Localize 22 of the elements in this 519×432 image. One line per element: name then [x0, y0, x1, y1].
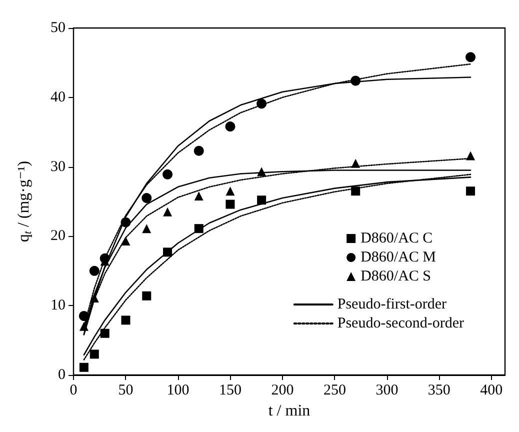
x-tick-label: 50 — [118, 382, 134, 398]
legend-label: D860/AC M — [360, 250, 436, 266]
x-tick-label: 200 — [271, 382, 294, 398]
legend-label: D860/AC S — [360, 268, 432, 284]
y-tick-label: 30 — [50, 158, 66, 175]
x-tick-label: 250 — [323, 382, 346, 398]
y-axis-title: qt / (mg·g⁻¹) — [16, 160, 34, 242]
y-tick-label: 10 — [50, 298, 66, 314]
y-tick-label: 50 — [50, 20, 66, 36]
legend-label: D860/AC C — [360, 230, 433, 246]
y-tick-label: 20 — [50, 228, 66, 244]
x-tick-label: 150 — [218, 382, 242, 398]
y-tick-label: 40 — [50, 89, 66, 106]
y-tick-label: 0 — [58, 367, 66, 383]
x-tick-label: 300 — [376, 382, 398, 398]
x-tick-label: 100 — [166, 382, 190, 398]
x-axis-title: t / min — [268, 402, 310, 420]
legend-label: Pseudo-first-order — [337, 296, 447, 312]
x-tick-label: 0 — [70, 382, 78, 398]
x-tick-label: 350 — [428, 382, 450, 398]
x-tick-label: 400 — [480, 382, 503, 398]
legend-label: Pseudo-second-order — [337, 316, 464, 332]
